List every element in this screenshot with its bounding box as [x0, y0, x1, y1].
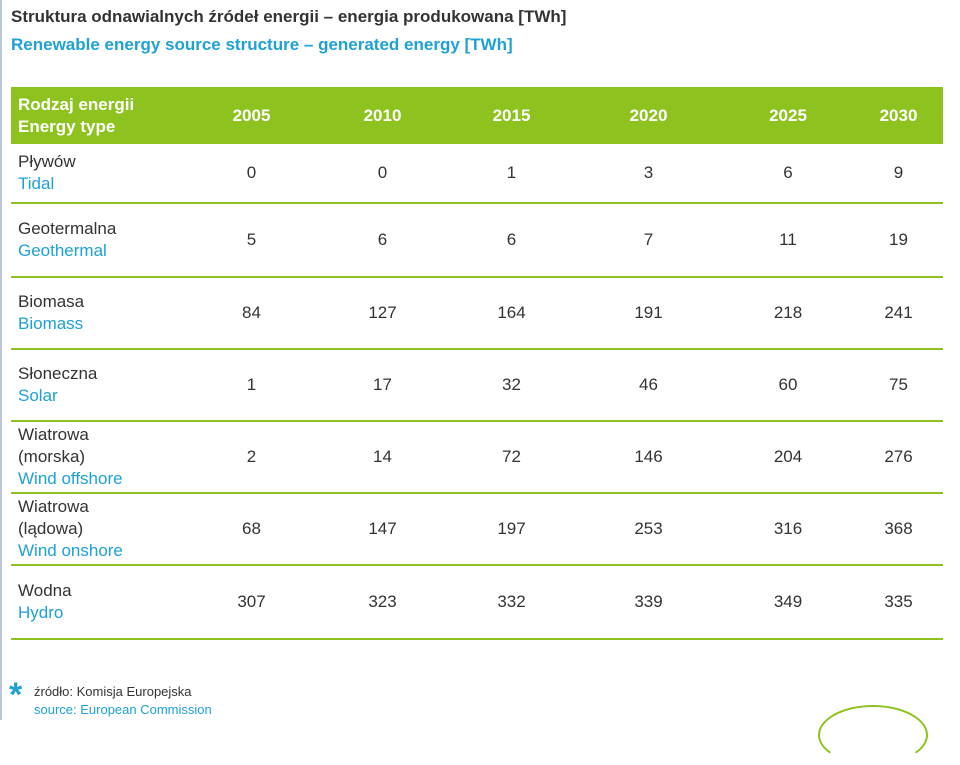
energy-type-cell: Wiatrowa (morska) Wind offshore: [11, 421, 186, 494]
left-border-rule: [0, 0, 2, 720]
table-row: Biomasa Biomass 84 127 164 191 218 241: [11, 277, 943, 350]
energy-type-en: Wind offshore: [18, 469, 123, 488]
table-row: Wiatrowa (lądowa) Wind onshore 68 147 197 253…: [11, 493, 943, 566]
title-english: Renewable energy source structure – gene…: [11, 35, 513, 54]
value-cell: 339: [575, 565, 722, 640]
value-cell: 349: [722, 565, 854, 640]
value-cell: 84: [186, 277, 317, 350]
energy-type-cell: Wiatrowa (lądowa) Wind onshore: [11, 493, 186, 566]
value-cell: 0: [186, 144, 317, 204]
value-cell: 1: [186, 349, 317, 422]
header-year: 2020: [575, 87, 722, 144]
value-cell: 7: [575, 203, 722, 278]
value-cell: 146: [575, 421, 722, 494]
energy-type-en: Biomass: [18, 314, 84, 333]
value-cell: 32: [448, 349, 575, 422]
energy-type-cell: Geotermalna Geothermal: [11, 203, 186, 278]
value-cell: 253: [575, 493, 722, 566]
source-note-english: source: European Commission: [34, 702, 212, 717]
energy-type-cell: Słoneczna Solar: [11, 349, 186, 422]
value-cell: 0: [317, 144, 448, 204]
energy-type-cell: Biomasa Biomass: [11, 277, 186, 350]
energy-type-cell: Wodna Hydro: [11, 565, 186, 640]
energy-table: Rodzaj energii Energy type 2005 2010 201…: [11, 87, 943, 640]
value-cell: 241: [854, 277, 943, 350]
energy-type-pl: Wiatrowa (lądowa): [18, 497, 89, 538]
value-cell: 335: [854, 565, 943, 640]
table-header-row: Rodzaj energii Energy type 2005 2010 201…: [11, 87, 943, 144]
value-cell: 46: [575, 349, 722, 422]
source-note-polish: źródło: Komisja Europejska: [34, 684, 192, 699]
value-cell: 276: [854, 421, 943, 494]
value-cell: 6: [317, 203, 448, 278]
table-row: Wodna Hydro 307 323 332 339 349 335: [11, 565, 943, 640]
value-cell: 72: [448, 421, 575, 494]
value-cell: 2: [186, 421, 317, 494]
value-cell: 17: [317, 349, 448, 422]
value-cell: 332: [448, 565, 575, 640]
energy-type-pl: Pływów: [18, 152, 76, 171]
energy-type-en: Geothermal: [18, 241, 107, 260]
value-cell: 11: [722, 203, 854, 278]
header-energy-type-pl: Rodzaj energii: [18, 94, 135, 114]
value-cell: 6: [448, 203, 575, 278]
table-row: Wiatrowa (morska) Wind offshore 2 14 72 146 20…: [11, 421, 943, 494]
value-cell: 9: [854, 144, 943, 204]
header-year: 2015: [448, 87, 575, 144]
value-cell: 75: [854, 349, 943, 422]
energy-type-pl: Słoneczna: [18, 364, 98, 383]
energy-type-en: Hydro: [18, 603, 64, 622]
header-energy-type: Rodzaj energii Energy type: [11, 87, 186, 144]
value-cell: 204: [722, 421, 854, 494]
header-year: 2025: [722, 87, 854, 144]
value-cell: 307: [186, 565, 317, 640]
decorative-arc: [818, 705, 928, 765]
table-row: Słoneczna Solar 1 17 32 46 60 75: [11, 349, 943, 422]
header-year: 2010: [317, 87, 448, 144]
value-cell: 191: [575, 277, 722, 350]
footnote-asterisk: *: [9, 676, 23, 714]
table-row: Pływów Tidal 0 0 1 3 6 9: [11, 144, 943, 204]
header-year: 2005: [186, 87, 317, 144]
value-cell: 218: [722, 277, 854, 350]
value-cell: 1: [448, 144, 575, 204]
value-cell: 19: [854, 203, 943, 278]
energy-type-en: Wind onshore: [18, 541, 123, 560]
value-cell: 147: [317, 493, 448, 566]
table-row: Geotermalna Geothermal 5 6 6 7 11 19: [11, 203, 943, 278]
value-cell: 60: [722, 349, 854, 422]
value-cell: 68: [186, 493, 317, 566]
energy-type-en: Tidal: [18, 174, 55, 193]
energy-type-pl: Wodna: [18, 581, 72, 600]
title-polish: Struktura odnawialnych źródeł energii – …: [11, 7, 567, 26]
header-energy-type-en: Energy type: [18, 116, 116, 136]
value-cell: 368: [854, 493, 943, 566]
value-cell: 5: [186, 203, 317, 278]
value-cell: 197: [448, 493, 575, 566]
table-body: Pływów Tidal 0 0 1 3 6 9 Geotermalna Geothermal 5 6…: [11, 144, 943, 640]
header-year: 2030: [854, 87, 943, 144]
energy-type-en: Solar: [18, 386, 58, 405]
value-cell: 3: [575, 144, 722, 204]
energy-type-pl: Biomasa: [18, 292, 85, 311]
value-cell: 164: [448, 277, 575, 350]
energy-type-pl: Wiatrowa (morska): [18, 425, 89, 466]
value-cell: 323: [317, 565, 448, 640]
energy-type-cell: Pływów Tidal: [11, 144, 186, 204]
value-cell: 316: [722, 493, 854, 566]
value-cell: 14: [317, 421, 448, 494]
value-cell: 127: [317, 277, 448, 350]
value-cell: 6: [722, 144, 854, 204]
energy-type-pl: Geotermalna: [18, 219, 117, 238]
